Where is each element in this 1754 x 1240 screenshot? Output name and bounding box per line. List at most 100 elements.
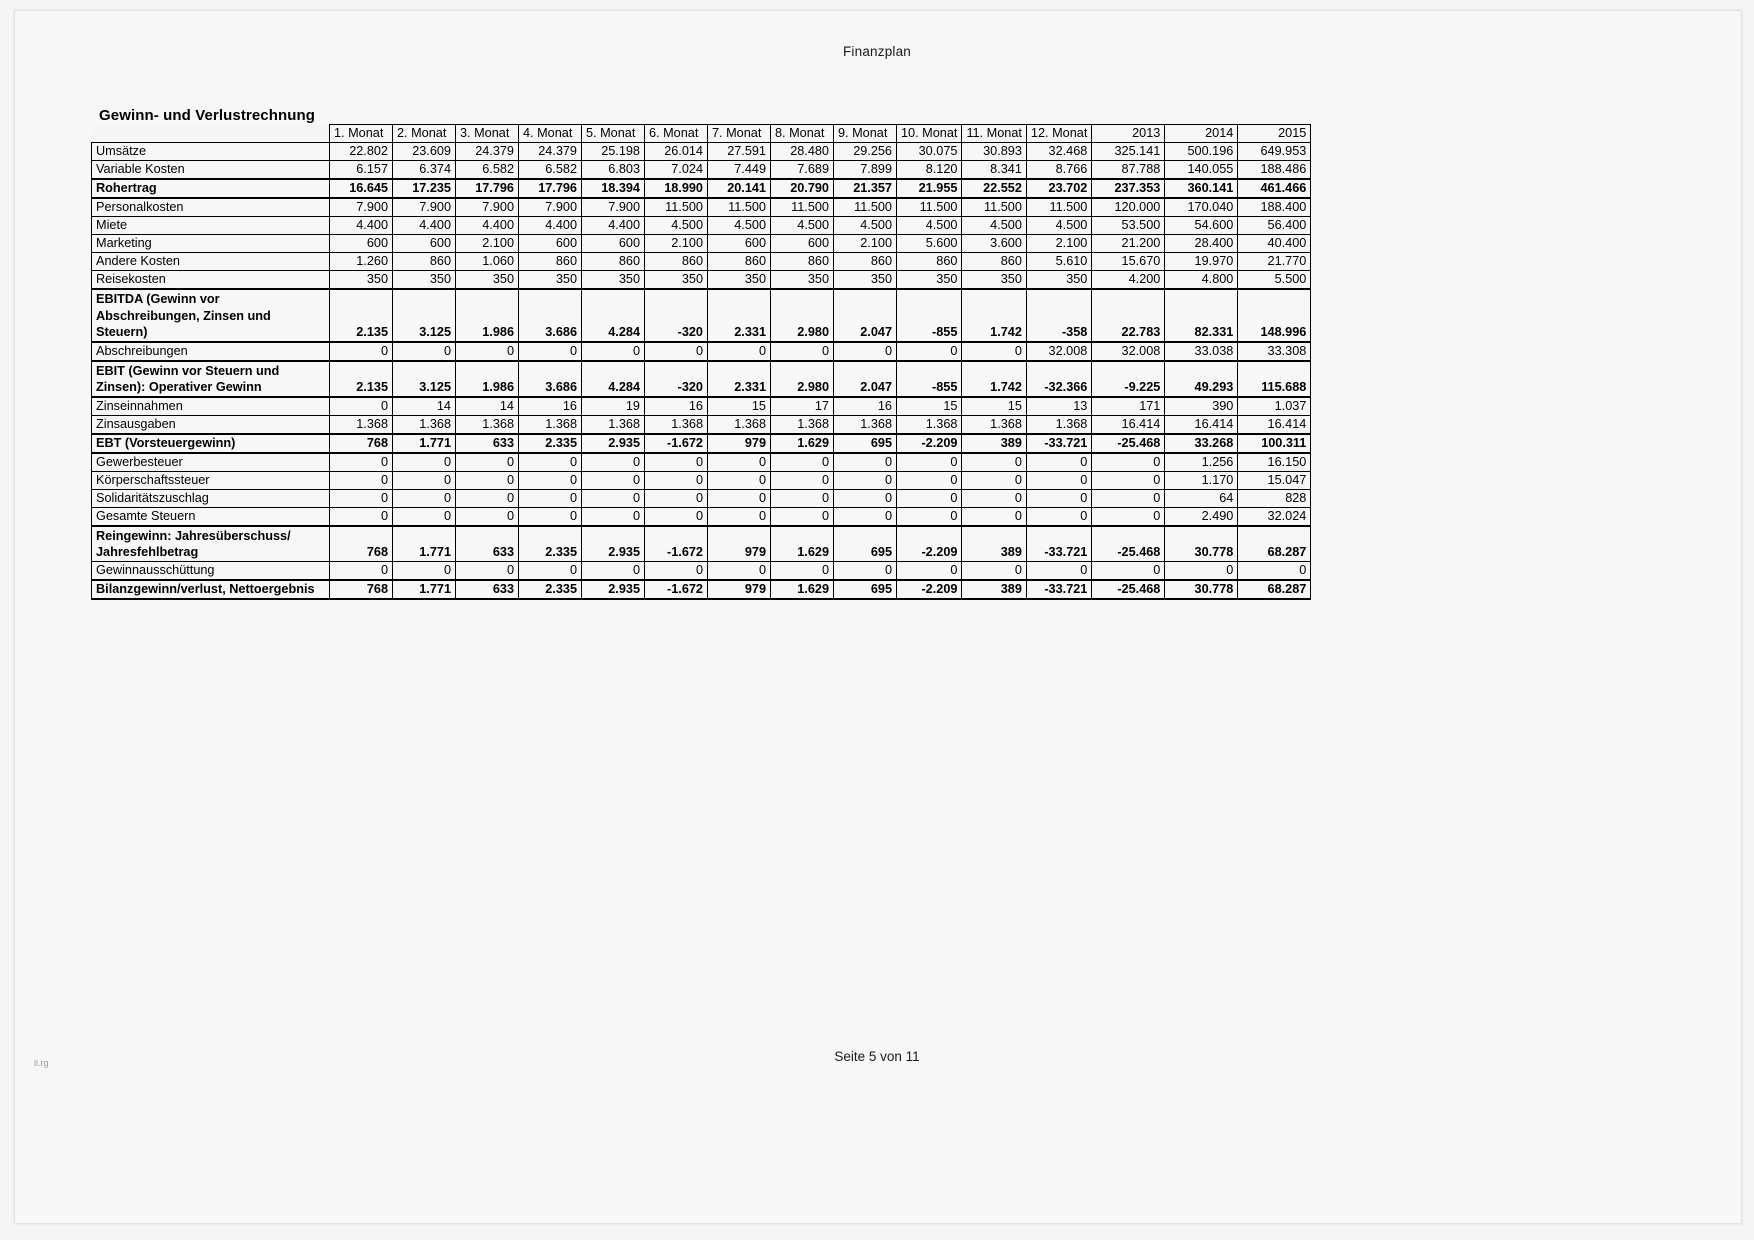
- cell-value: 0: [961, 451, 1027, 472]
- cell-value: 0: [961, 506, 1027, 526]
- cell-value: 30.893: [961, 142, 1027, 161]
- cell-value: 16: [644, 396, 708, 416]
- row-label: EBT (Vorsteuergewinn): [91, 432, 330, 454]
- cell-value: 600: [392, 234, 456, 253]
- cell-value: 600: [329, 234, 393, 253]
- cell-value: 0: [1091, 488, 1166, 508]
- cell-value: 6.157: [329, 160, 393, 180]
- row-label: Variable Kosten: [91, 160, 330, 180]
- cell-value: 2.047: [833, 359, 897, 398]
- cell-value: 350: [518, 270, 582, 290]
- cell-value: 3.686: [518, 288, 582, 343]
- cell-value: -320: [644, 288, 708, 343]
- row-label: Körperschaftssteuer: [91, 470, 330, 490]
- cell-value: 0: [581, 341, 645, 361]
- row-label: Rohertrag: [91, 178, 330, 199]
- cell-value: 33.308: [1237, 341, 1312, 361]
- cell-value: 5.610: [1025, 252, 1093, 271]
- column-header-2014: 2014: [1164, 124, 1239, 143]
- cell-value: 1.256: [1164, 451, 1239, 472]
- cell-value: 0: [833, 341, 897, 361]
- cell-value: 11.500: [961, 197, 1027, 217]
- cell-value: 389: [961, 524, 1027, 562]
- cell-value: 350: [770, 270, 834, 290]
- cell-value: 16.645: [329, 178, 393, 199]
- cell-value: 4.400: [455, 216, 519, 235]
- table-header-row: 1. Monat 2. Monat 3. Monat 4. Monat 5. Monat…: [91, 124, 1312, 143]
- cell-value: 2.980: [770, 288, 834, 343]
- cell-value: 4.400: [581, 216, 645, 235]
- row-label: Zinseinnahmen: [91, 396, 330, 416]
- cell-value: -25.468: [1091, 578, 1166, 600]
- cell-value: -32.366: [1025, 359, 1093, 398]
- cell-value: 828: [1237, 488, 1312, 508]
- cell-value: 30.075: [895, 142, 963, 161]
- cell-value: 1.629: [770, 578, 834, 600]
- cell-value: 0: [1025, 470, 1093, 490]
- cell-value: 140.055: [1164, 160, 1239, 180]
- cell-value: 4.200: [1091, 270, 1166, 290]
- cell-value: 2.335: [518, 578, 582, 600]
- cell-value: 0: [833, 560, 897, 580]
- cell-value: 633: [455, 524, 519, 562]
- cell-value: 0: [1091, 560, 1166, 580]
- column-header-2013: 2013: [1091, 124, 1166, 143]
- cell-value: 1.771: [392, 578, 456, 600]
- cell-value: 2.135: [329, 288, 393, 343]
- cell-value: 0: [644, 341, 708, 361]
- cell-value: 68.287: [1237, 578, 1312, 600]
- cell-value: 325.141: [1091, 142, 1166, 161]
- cell-value: -33.721: [1025, 432, 1093, 454]
- cell-value: 1.742: [961, 288, 1027, 343]
- header-corner-cell: [91, 124, 330, 143]
- column-header-11-monat: 11. Monat: [961, 124, 1027, 143]
- cell-value: 2.331: [707, 288, 771, 343]
- cell-value: 7.900: [329, 197, 393, 217]
- cell-value: 148.996: [1237, 288, 1312, 343]
- table-row: Abschreibungen 0 0 0 0 0 0 0 0 0 0 0 32.008 32.008 33.…: [91, 341, 1312, 361]
- cell-value: 979: [707, 578, 771, 600]
- table-row: Gewinnausschüttung 0 0 0 0 0 0 0 0 0 0 0 0 0 0 0: [91, 560, 1312, 580]
- column-header-5-monat: 5. Monat: [581, 124, 645, 143]
- cell-value: 15.047: [1237, 470, 1312, 490]
- cell-value: 4.500: [1025, 216, 1093, 235]
- cell-value: 21.357: [833, 178, 897, 199]
- cell-value: 1.368: [455, 414, 519, 434]
- column-header-1-monat: 1. Monat: [329, 124, 393, 143]
- cell-value: 4.500: [770, 216, 834, 235]
- corner-watermark: il.rg: [34, 1058, 49, 1068]
- cell-value: 8.766: [1025, 160, 1093, 180]
- cell-value: 860: [392, 252, 456, 271]
- cell-value: 1.742: [961, 359, 1027, 398]
- cell-value: 54.600: [1164, 216, 1239, 235]
- cell-value: 0: [833, 451, 897, 472]
- row-label: EBIT (Gewinn vor Steuern und Zinsen): Op…: [91, 359, 330, 398]
- table-row: Reingewinn: Jahresüberschuss/ Jahresfehl…: [91, 524, 1312, 562]
- cell-value: 7.900: [455, 197, 519, 217]
- cell-value: 350: [1025, 270, 1093, 290]
- cell-value: 350: [707, 270, 771, 290]
- cell-value: 0: [895, 488, 963, 508]
- cell-value: -855: [895, 288, 963, 343]
- cell-value: 21.200: [1091, 234, 1166, 253]
- cell-value: 0: [392, 470, 456, 490]
- cell-value: 0: [961, 470, 1027, 490]
- table-row: Andere Kosten 1.260 860 1.060 860 860 860 860 86…: [91, 252, 1312, 271]
- cell-value: 1.368: [518, 414, 582, 434]
- cell-value: 0: [644, 451, 708, 472]
- table-row: Solidaritätszuschlag 0 0 0 0 0 0 0 0 0 0 0 0 0 64 828: [91, 488, 1312, 508]
- row-label: Bilanzgewinn/verlust, Nettoergebnis: [91, 578, 330, 600]
- table-row: Variable Kosten 6.157 6.374 6.582 6.582 6.803…: [91, 160, 1312, 180]
- cell-value: 600: [581, 234, 645, 253]
- cell-value: 0: [1091, 470, 1166, 490]
- cell-value: 30.778: [1164, 578, 1239, 600]
- cell-value: 82.331: [1164, 288, 1239, 343]
- cell-value: 21.955: [895, 178, 963, 199]
- cell-value: 1.368: [329, 414, 393, 434]
- column-header-8-monat: 8. Monat: [770, 124, 834, 143]
- cell-value: 53.500: [1091, 216, 1166, 235]
- cell-value: 1.060: [455, 252, 519, 271]
- cell-value: 860: [961, 252, 1027, 271]
- row-label: Solidaritätszuschlag: [91, 488, 330, 508]
- cell-value: 0: [833, 506, 897, 526]
